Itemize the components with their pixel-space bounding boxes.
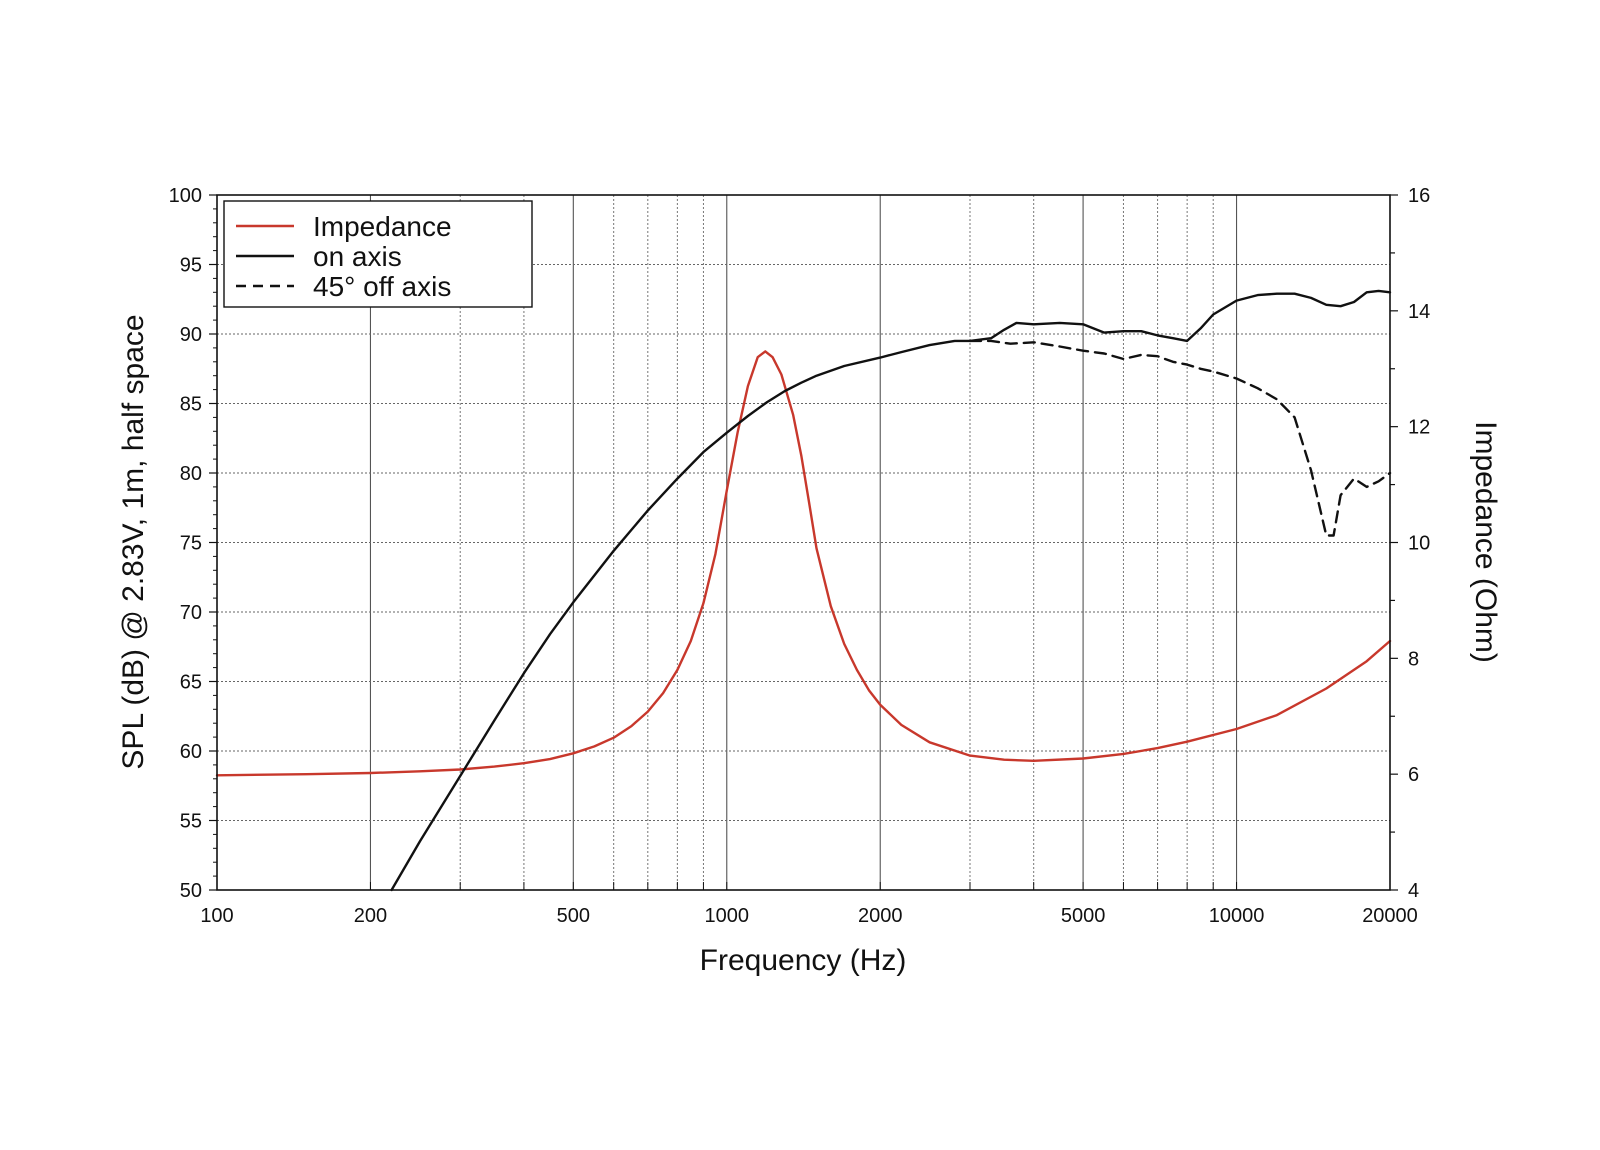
- y2-tick-label: 12: [1408, 417, 1430, 439]
- on-axis-line: [390, 289, 1392, 892]
- x-tick-label: 10000: [1209, 905, 1265, 927]
- y-tick-label: 70: [180, 602, 202, 624]
- legend-box: [223, 200, 533, 308]
- y2-axis-title: Impedance (Ohm): [1469, 421, 1502, 663]
- legend: Impedance on axis 45° off axis: [223, 200, 533, 308]
- x-tick-label: 20000: [1362, 905, 1418, 927]
- off-axis-45-line: [968, 339, 1392, 537]
- y-tick-label: 85: [180, 394, 202, 416]
- y2-tick-label: 10: [1408, 533, 1430, 555]
- y-tick-label: 50: [180, 880, 202, 902]
- y-tick-label: 95: [180, 255, 202, 277]
- x-axis-title: Frequency (Hz): [700, 944, 907, 977]
- y2-tick-label: 16: [1408, 185, 1430, 207]
- y-tick-label: 100: [169, 185, 202, 207]
- label-layer: 100 200 500 1000 2000 5000 10000 20000100959085…: [169, 185, 1431, 927]
- legend-label-impedance: Impedance: [313, 211, 452, 242]
- y2-tick-label: 6: [1408, 764, 1419, 786]
- x-tick-label: 1000: [705, 905, 750, 927]
- series-layer: [215, 289, 1392, 892]
- x-tick-label: 100: [200, 905, 233, 927]
- legend-label-off-axis: 45° off axis: [313, 271, 451, 302]
- y-tick-label: 75: [180, 533, 202, 555]
- y-tick-label: 55: [180, 811, 202, 833]
- y2-tick-label: 4: [1408, 880, 1419, 902]
- legend-label-on-axis: on axis: [313, 241, 402, 272]
- y-tick-label: 60: [180, 741, 202, 763]
- x-tick-label: 200: [354, 905, 387, 927]
- y-tick-label: 80: [180, 463, 202, 485]
- y-tick-label: 90: [180, 324, 202, 346]
- y-tick-label: 65: [180, 672, 202, 694]
- x-tick-label: 2000: [858, 905, 903, 927]
- x-tick-label: 500: [557, 905, 590, 927]
- y2-tick-label: 8: [1408, 648, 1419, 670]
- impedance-line: [215, 350, 1392, 777]
- plot-frame: [216, 194, 1391, 891]
- y-axis-title: SPL (dB) @ 2.83V, 1m, half space: [117, 314, 150, 769]
- x-tick-label: 5000: [1061, 905, 1106, 927]
- y2-tick-label: 14: [1408, 301, 1430, 323]
